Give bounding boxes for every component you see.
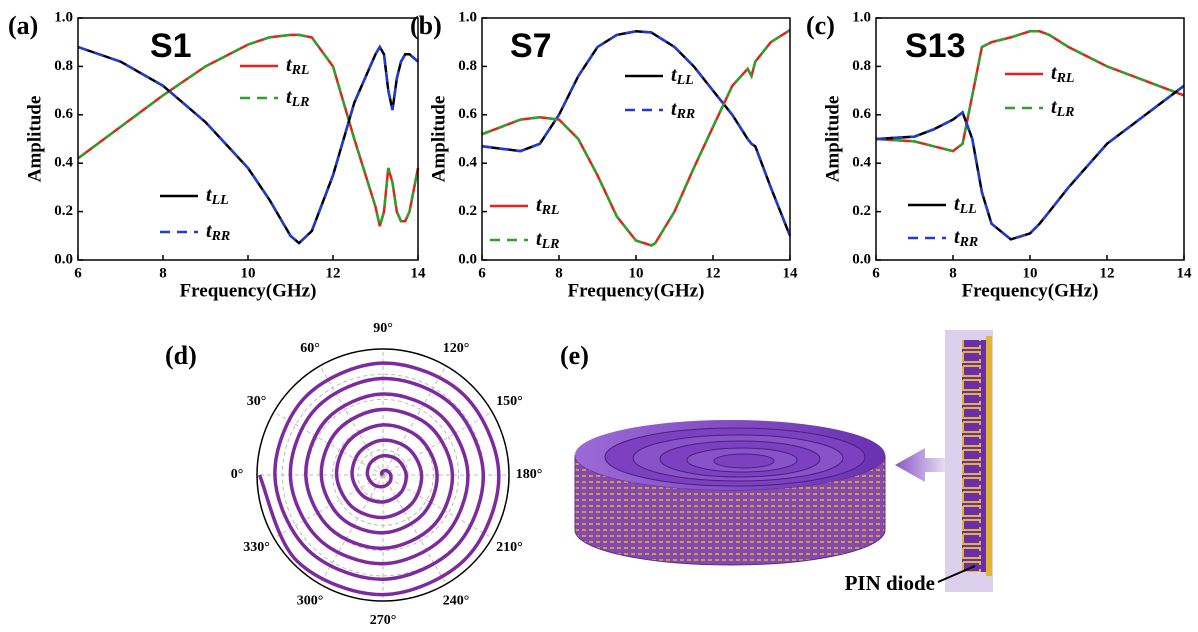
angle-label: 120°: [443, 341, 470, 356]
x-axis-label: Frequency(GHz): [180, 280, 317, 301]
x-tick-label: 14: [1177, 265, 1193, 281]
legend-label: tRL: [286, 54, 309, 79]
x-axis-label: Frequency(GHz): [568, 280, 705, 301]
y-tick-label: 0.8: [54, 58, 73, 74]
x-tick-label: 6: [478, 265, 486, 281]
y-tick-label: 0.2: [458, 203, 477, 219]
illustration: PIN diode (e): [560, 330, 993, 595]
legend-label: tRL: [1051, 62, 1074, 87]
grid-spoke: [382, 474, 447, 585]
x-tick-label: 14: [411, 265, 427, 281]
series-line: [481, 29, 791, 247]
legend-label: tRL: [536, 194, 559, 219]
unit-pattern: [962, 340, 986, 572]
angle-label: 300°: [297, 594, 324, 609]
legend-label: tLL: [954, 193, 977, 218]
angle-label: 180°: [516, 467, 543, 482]
angle-label: 330°: [243, 540, 270, 555]
legend-label: tRR: [671, 98, 695, 123]
y-tick-label: 0.6: [458, 106, 477, 122]
x-tick-label: 12: [326, 265, 341, 281]
x-tick-label: 6: [872, 265, 880, 281]
y-tick-label: 1.0: [458, 9, 477, 25]
y-tick-label: 0.6: [54, 106, 73, 122]
angle-label: 30°: [247, 394, 267, 409]
angle-label: 90°: [373, 321, 393, 336]
legend-label: tLL: [671, 64, 694, 89]
x-tick-label: 8: [949, 265, 957, 281]
ring: [713, 453, 775, 469]
y-axis-label: Amplitude: [24, 96, 45, 183]
angle-label: 240°: [443, 594, 470, 609]
plot-frame: [481, 17, 791, 261]
angle-label: 0°: [231, 467, 244, 482]
series-line: [77, 44, 419, 245]
grid-circle: [357, 449, 409, 501]
angle-label: 150°: [496, 394, 523, 409]
y-tick-label: 0.2: [852, 203, 871, 219]
y-axis-label: Amplitude: [428, 96, 449, 183]
spiral: [257, 361, 501, 597]
pointer: [937, 565, 976, 583]
annotation: PIN diode: [845, 571, 935, 595]
legend-label: tLR: [1051, 96, 1074, 121]
x-tick-label: 10: [241, 265, 256, 281]
x-tick-label: 14: [783, 265, 799, 281]
y-tick-label: 0.4: [458, 155, 477, 171]
angle-label: 210°: [496, 540, 523, 555]
chart-title: S13: [905, 27, 966, 65]
y-tick-label: 0.8: [458, 58, 477, 74]
chart-title: S1: [150, 27, 192, 65]
legend-label: tRR: [206, 220, 230, 245]
polar-frame: [256, 348, 510, 602]
x-axis-label: Frequency(GHz): [962, 280, 1099, 301]
series-line: [77, 33, 420, 227]
y-tick-label: 0.2: [54, 203, 73, 219]
plot-frame: [77, 17, 419, 261]
y-tick-label: 0.0: [852, 251, 871, 267]
y-tick-label: 1.0: [54, 9, 73, 25]
panel-label: (b): [410, 11, 442, 40]
x-tick-label: 12: [1100, 265, 1115, 281]
chart-title: S7: [510, 27, 552, 65]
x-tick-label: 12: [706, 265, 721, 281]
legend-label: tLL: [206, 184, 229, 209]
strip-edge: [986, 336, 992, 576]
panel-label: (d): [165, 341, 197, 370]
legend-label: tLR: [536, 228, 559, 253]
series-line: [77, 33, 420, 227]
x-tick-label: 8: [159, 265, 167, 281]
y-tick-label: 0.4: [852, 155, 871, 171]
y-tick-label: 0.4: [54, 155, 73, 171]
x-tick-label: 10: [629, 265, 644, 281]
x-tick-label: 6: [74, 265, 82, 281]
plot-frame: [875, 17, 1185, 261]
series-line: [481, 30, 792, 237]
panel-label: (e): [560, 341, 589, 370]
legend-label: tRR: [954, 226, 978, 251]
y-tick-label: 0.6: [852, 106, 871, 122]
x-tick-label: 8: [555, 265, 563, 281]
series-line: [875, 30, 1185, 153]
panel-label: (a): [8, 11, 38, 40]
y-tick-label: 0.0: [458, 251, 477, 267]
arrow: [895, 448, 945, 482]
y-tick-label: 0.0: [54, 251, 73, 267]
grid-spoke: [382, 474, 493, 539]
panel-label: (c): [806, 11, 835, 40]
legend-label: tLR: [286, 86, 309, 111]
series-line: [875, 84, 1185, 241]
y-axis-label: Amplitude: [822, 96, 843, 183]
x-tick-label: 10: [1023, 265, 1038, 281]
angle-label: 60°: [300, 341, 320, 356]
y-tick-label: 0.8: [852, 58, 871, 74]
angle-label: 270°: [370, 613, 397, 628]
grid-circle: [306, 398, 460, 552]
y-tick-label: 1.0: [852, 9, 871, 25]
